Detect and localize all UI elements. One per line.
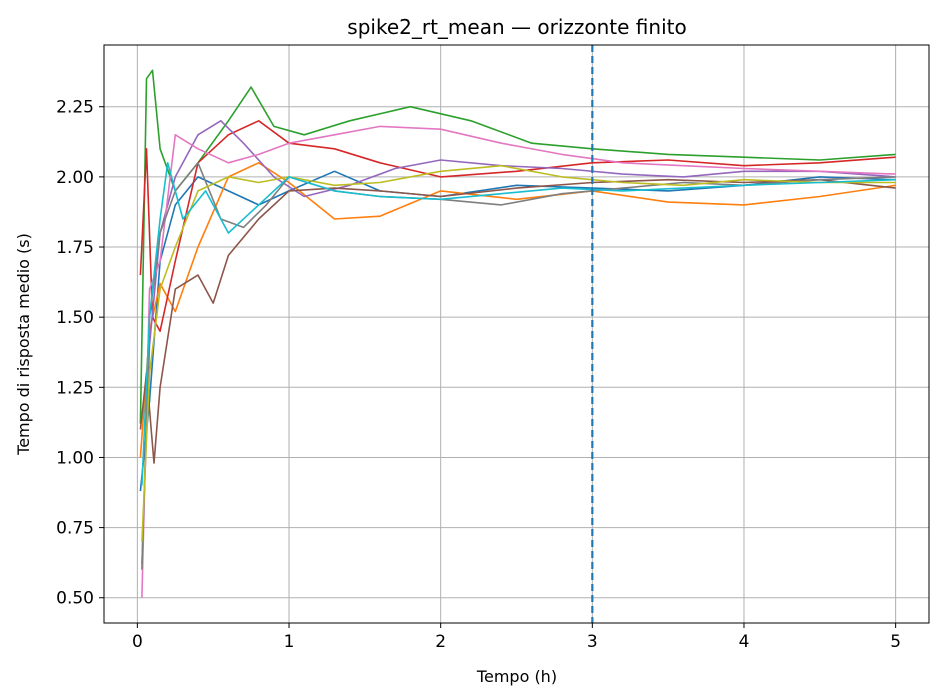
y-tick-label: 1.00	[56, 448, 94, 468]
series-line-10	[141, 162, 896, 486]
y-axis-ticks: 0.50 0.75 1.00 1.25 1.50 1.75 2.00 2.25	[56, 98, 104, 609]
series-line-7	[141, 125, 896, 598]
series-line-3	[139, 69, 896, 424]
x-tick-label: 5	[890, 632, 901, 652]
series-line-6	[139, 178, 896, 464]
x-tick-label: 0	[132, 632, 143, 652]
y-tick-label: 2.00	[56, 168, 94, 188]
y-axis-label: Tempo di risposta medio (s)	[14, 233, 33, 456]
series-line-2	[139, 162, 896, 458]
x-tick-label: 1	[284, 632, 295, 652]
series-lines	[139, 69, 896, 598]
y-tick-label: 0.50	[56, 589, 94, 609]
x-tick-label: 4	[739, 632, 750, 652]
grid	[104, 45, 929, 623]
series-line-9	[141, 164, 896, 542]
y-tick-label: 2.25	[56, 98, 94, 118]
y-tick-label: 1.75	[56, 238, 94, 258]
y-tick-label: 1.25	[56, 378, 94, 398]
x-axis-label: Tempo (h)	[476, 667, 557, 686]
x-axis-ticks: 0 1 2 3 4 5	[132, 623, 901, 652]
series-line-1	[139, 170, 896, 492]
x-tick-label: 3	[587, 632, 598, 652]
y-tick-label: 1.50	[56, 308, 94, 328]
chart-title: spike2_rt_mean — orizzonte finito	[347, 15, 686, 39]
x-tick-label: 2	[435, 632, 446, 652]
plot-frame	[103, 44, 930, 624]
series-line-5	[141, 120, 896, 565]
y-tick-label: 0.75	[56, 519, 94, 539]
series-line-4	[139, 120, 896, 332]
